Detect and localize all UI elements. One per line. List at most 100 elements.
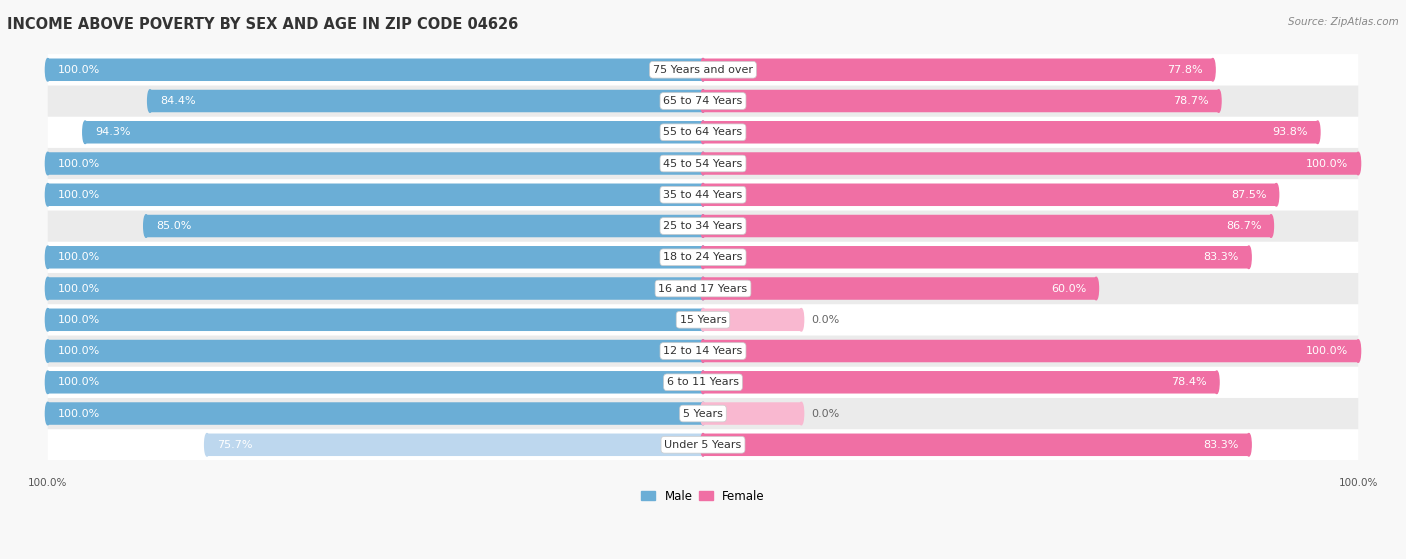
Circle shape [45, 183, 51, 206]
FancyBboxPatch shape [48, 241, 1358, 273]
Text: 100.0%: 100.0% [1339, 477, 1378, 487]
FancyBboxPatch shape [703, 402, 801, 425]
Circle shape [700, 59, 706, 81]
FancyBboxPatch shape [703, 215, 1271, 237]
Circle shape [700, 309, 706, 331]
Circle shape [700, 402, 706, 425]
Text: 85.0%: 85.0% [156, 221, 191, 231]
Circle shape [143, 215, 149, 237]
Text: 60.0%: 60.0% [1052, 283, 1087, 293]
Text: 100.0%: 100.0% [58, 346, 100, 356]
Circle shape [700, 277, 706, 300]
Circle shape [45, 371, 51, 394]
Circle shape [700, 309, 706, 331]
FancyBboxPatch shape [703, 309, 801, 331]
Text: 75.7%: 75.7% [217, 440, 252, 450]
FancyBboxPatch shape [48, 371, 703, 394]
FancyBboxPatch shape [48, 59, 703, 81]
FancyBboxPatch shape [703, 277, 1097, 300]
Text: 100.0%: 100.0% [58, 65, 100, 75]
Text: 100.0%: 100.0% [58, 159, 100, 168]
Text: 35 to 44 Years: 35 to 44 Years [664, 190, 742, 200]
Text: 5 Years: 5 Years [683, 409, 723, 419]
Text: 78.4%: 78.4% [1171, 377, 1206, 387]
Text: 86.7%: 86.7% [1226, 221, 1261, 231]
FancyBboxPatch shape [48, 210, 1358, 241]
Circle shape [205, 434, 209, 456]
Text: 78.7%: 78.7% [1173, 96, 1209, 106]
Legend: Male, Female: Male, Female [637, 485, 769, 508]
Circle shape [45, 246, 51, 268]
FancyBboxPatch shape [703, 371, 1216, 394]
FancyBboxPatch shape [48, 335, 1358, 367]
Text: Source: ZipAtlas.com: Source: ZipAtlas.com [1288, 17, 1399, 27]
Circle shape [1355, 152, 1361, 175]
Circle shape [45, 340, 51, 362]
FancyBboxPatch shape [48, 340, 703, 362]
Text: 0.0%: 0.0% [811, 315, 839, 325]
Circle shape [700, 215, 706, 237]
Circle shape [700, 183, 706, 206]
Text: 45 to 54 Years: 45 to 54 Years [664, 159, 742, 168]
Circle shape [700, 340, 706, 362]
Text: 0.0%: 0.0% [811, 409, 839, 419]
Text: 18 to 24 Years: 18 to 24 Years [664, 252, 742, 262]
Circle shape [700, 59, 706, 81]
Text: 55 to 64 Years: 55 to 64 Years [664, 127, 742, 138]
Text: 6 to 11 Years: 6 to 11 Years [666, 377, 740, 387]
FancyBboxPatch shape [48, 183, 703, 206]
Text: 100.0%: 100.0% [58, 252, 100, 262]
Text: 83.3%: 83.3% [1204, 440, 1239, 450]
Circle shape [700, 152, 706, 175]
Circle shape [700, 215, 706, 237]
Circle shape [1216, 90, 1220, 112]
Text: 100.0%: 100.0% [1306, 346, 1348, 356]
FancyBboxPatch shape [48, 117, 1358, 148]
FancyBboxPatch shape [48, 179, 1358, 210]
Text: 83.3%: 83.3% [1204, 252, 1239, 262]
FancyBboxPatch shape [48, 246, 703, 268]
Circle shape [45, 152, 51, 175]
Circle shape [700, 371, 706, 394]
Circle shape [700, 277, 706, 300]
FancyBboxPatch shape [86, 121, 703, 144]
FancyBboxPatch shape [48, 277, 703, 300]
Text: 100.0%: 100.0% [1306, 159, 1348, 168]
Circle shape [1315, 121, 1320, 144]
Circle shape [1094, 277, 1098, 300]
Circle shape [700, 121, 706, 144]
Text: 87.5%: 87.5% [1232, 190, 1267, 200]
FancyBboxPatch shape [48, 367, 1358, 398]
FancyBboxPatch shape [703, 152, 1358, 175]
Circle shape [1247, 434, 1251, 456]
FancyBboxPatch shape [703, 434, 1249, 456]
Circle shape [45, 309, 51, 331]
Circle shape [1268, 215, 1274, 237]
FancyBboxPatch shape [703, 183, 1277, 206]
FancyBboxPatch shape [703, 90, 1219, 112]
FancyBboxPatch shape [48, 86, 1358, 117]
Circle shape [700, 90, 706, 112]
Text: INCOME ABOVE POVERTY BY SEX AND AGE IN ZIP CODE 04626: INCOME ABOVE POVERTY BY SEX AND AGE IN Z… [7, 17, 519, 32]
Text: 12 to 14 Years: 12 to 14 Years [664, 346, 742, 356]
FancyBboxPatch shape [703, 340, 1358, 362]
Text: 93.8%: 93.8% [1272, 127, 1308, 138]
Circle shape [700, 434, 706, 456]
FancyBboxPatch shape [703, 59, 1213, 81]
FancyBboxPatch shape [48, 304, 1358, 335]
Text: 100.0%: 100.0% [28, 477, 67, 487]
Circle shape [700, 371, 706, 394]
FancyBboxPatch shape [150, 90, 703, 112]
Circle shape [1247, 246, 1251, 268]
Circle shape [799, 309, 804, 331]
Text: 100.0%: 100.0% [58, 190, 100, 200]
Text: 100.0%: 100.0% [58, 409, 100, 419]
Circle shape [700, 183, 706, 206]
Circle shape [83, 121, 87, 144]
Circle shape [700, 152, 706, 175]
FancyBboxPatch shape [146, 215, 703, 237]
FancyBboxPatch shape [703, 246, 1249, 268]
FancyBboxPatch shape [703, 121, 1317, 144]
Text: 75 Years and over: 75 Years and over [652, 65, 754, 75]
Circle shape [700, 340, 706, 362]
